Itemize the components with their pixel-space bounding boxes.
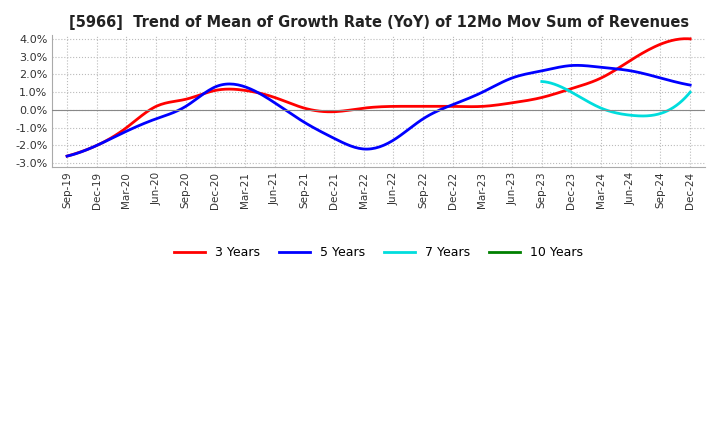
3 Years: [588, 79, 597, 84]
5 Years: [444, 104, 453, 109]
7 Years: [686, 89, 695, 95]
7 Years: [672, 103, 681, 108]
5 Years: [686, 82, 695, 88]
5 Years: [433, 108, 442, 114]
3 Years: [628, 57, 636, 62]
5 Years: [590, 64, 598, 69]
Line: 5 Years: 5 Years: [67, 66, 690, 156]
7 Years: [629, 113, 637, 118]
7 Years: [538, 79, 546, 84]
Legend: 3 Years, 5 Years, 7 Years, 10 Years: 3 Years, 5 Years, 7 Years, 10 Years: [169, 242, 588, 264]
3 Years: [63, 154, 71, 159]
3 Years: [433, 104, 442, 109]
Title: [5966]  Trend of Mean of Growth Rate (YoY) of 12Mo Mov Sum of Revenues: [5966] Trend of Mean of Growth Rate (YoY…: [68, 15, 689, 30]
3 Years: [444, 104, 453, 109]
7 Years: [538, 79, 546, 84]
5 Years: [629, 69, 638, 74]
Line: 3 Years: 3 Years: [67, 39, 690, 156]
3 Years: [682, 36, 690, 41]
7 Years: [663, 108, 672, 114]
3 Years: [65, 153, 73, 158]
5 Years: [65, 153, 73, 158]
7 Years: [638, 114, 647, 119]
5 Years: [63, 154, 71, 159]
7 Years: [625, 113, 634, 118]
5 Years: [573, 63, 582, 68]
7 Years: [626, 113, 634, 118]
3 Years: [686, 36, 695, 41]
3 Years: [431, 104, 440, 109]
5 Years: [431, 109, 440, 114]
Line: 7 Years: 7 Years: [542, 81, 690, 116]
